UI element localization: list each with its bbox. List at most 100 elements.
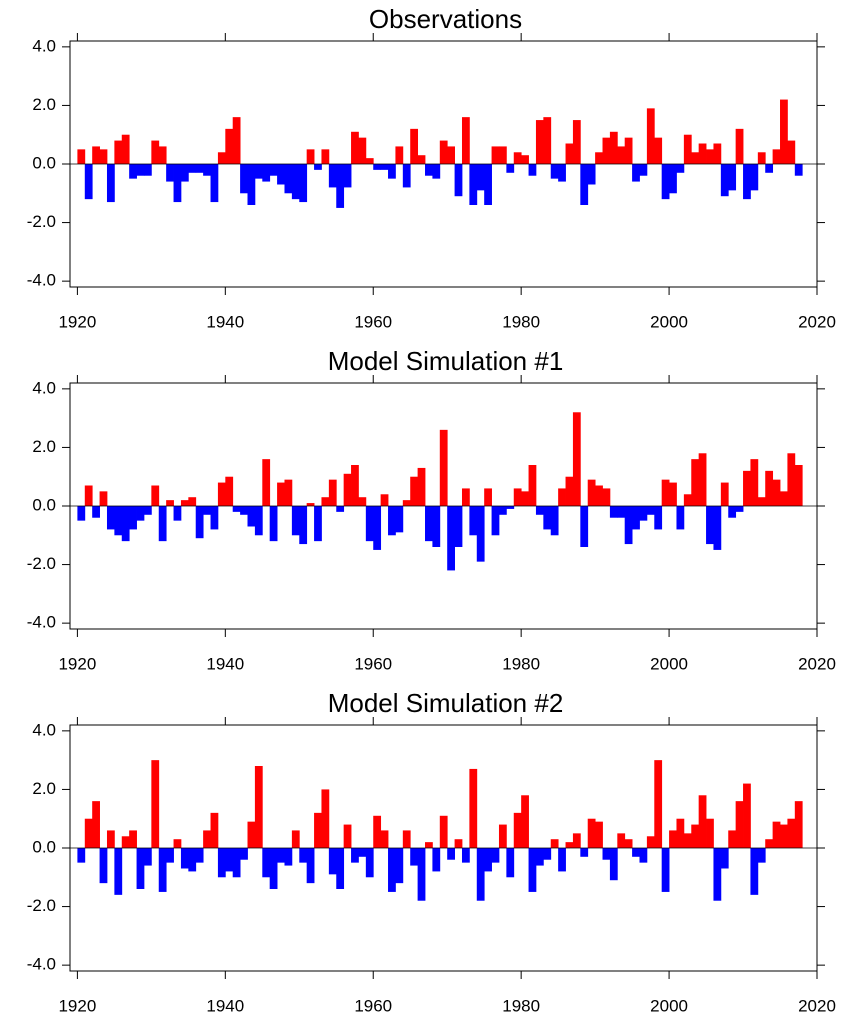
area-bar [84, 164, 93, 200]
area-bar [743, 470, 751, 506]
area-bar [720, 848, 729, 869]
x-tick-label: 1980 [502, 654, 540, 673]
area-bar [92, 801, 100, 848]
area-bar [121, 134, 130, 164]
area-bar [750, 164, 759, 191]
area-bar [639, 164, 648, 176]
area-bar [698, 143, 707, 164]
area-bar [506, 506, 515, 509]
area-bar [565, 842, 574, 848]
area-bar [151, 760, 160, 848]
area-bar [425, 506, 433, 542]
area-bar [425, 164, 433, 176]
y-tick-label: 2.0 [32, 437, 56, 456]
area-bar [535, 120, 544, 164]
area-bar [609, 131, 618, 164]
area-bar [314, 506, 322, 542]
area-bar [240, 164, 248, 194]
area-bar [558, 164, 566, 182]
area-bar [121, 506, 130, 542]
area-bar [402, 830, 411, 848]
x-tick-label: 2020 [798, 996, 836, 1015]
area-bar [299, 848, 308, 863]
area-bar [77, 149, 86, 164]
area-bar [609, 506, 618, 518]
area-bar [99, 149, 108, 164]
area-bar [676, 818, 685, 848]
area-bar [750, 459, 759, 506]
area-bar [617, 506, 626, 518]
area-bar [343, 824, 352, 848]
area-bar [77, 848, 86, 863]
area-bar [735, 128, 744, 164]
area-bar [765, 839, 774, 848]
area-bar [99, 491, 108, 506]
x-tick-label: 2020 [798, 654, 836, 673]
area-bar [528, 465, 537, 506]
area-bar [580, 848, 589, 857]
area-bar [661, 164, 670, 200]
area-bar [173, 839, 182, 848]
area-bar [632, 164, 640, 182]
area-bar [757, 152, 766, 164]
y-tick-label: -4.0 [27, 955, 56, 974]
area-bar [129, 506, 137, 530]
area-bar [506, 164, 515, 173]
area-bar [299, 164, 308, 203]
area-bar [654, 506, 663, 530]
area-bar [743, 783, 751, 848]
area-bar [328, 479, 337, 506]
area-bar [151, 140, 160, 164]
area-bar [447, 146, 455, 164]
area-bar [454, 164, 463, 197]
area-bar [373, 815, 382, 848]
area-bar [351, 131, 359, 164]
area-bar [595, 821, 603, 848]
area-bar [210, 812, 219, 848]
area-bar [328, 164, 337, 188]
y-tick-label: -4.0 [27, 613, 56, 632]
area-bar [380, 164, 389, 170]
area-bar [498, 146, 507, 164]
area-bar [669, 830, 677, 848]
area-bar [728, 830, 737, 848]
area-bar [425, 842, 433, 848]
y-tick-label: 2.0 [32, 95, 56, 114]
area-bar [735, 801, 744, 848]
area-bar [661, 848, 670, 892]
area-bar [587, 164, 596, 185]
area-bar [388, 506, 396, 536]
area-bar [476, 164, 485, 191]
area-bar [447, 848, 455, 860]
area-bar [343, 164, 352, 188]
area-bar [735, 506, 744, 512]
area-bar [646, 506, 655, 515]
area-bar [624, 839, 633, 848]
area-bar [166, 164, 174, 182]
area-bar [188, 164, 197, 173]
area-bar [706, 149, 714, 164]
area-bar [654, 137, 663, 164]
area-bar [469, 768, 478, 848]
area-bar [254, 164, 263, 179]
area-bar [210, 164, 219, 203]
area-bar [314, 812, 322, 848]
area-bar [410, 476, 419, 506]
y-tick-label: 4.0 [32, 720, 56, 739]
area-bar [528, 848, 537, 892]
area-bar [543, 506, 552, 530]
area-bar [720, 164, 729, 197]
area-bar [291, 830, 300, 848]
area-bar [284, 479, 293, 506]
area-bar [232, 506, 241, 512]
area-bar [365, 506, 374, 542]
chart-title: Observations [369, 4, 522, 34]
area-bar [595, 485, 603, 506]
area-bar [454, 506, 463, 547]
area-bar [247, 506, 256, 527]
area-bar [225, 848, 234, 872]
area-bar [698, 453, 707, 506]
area-bar [432, 506, 441, 547]
area-bar [447, 506, 455, 571]
area-bar [180, 848, 189, 869]
